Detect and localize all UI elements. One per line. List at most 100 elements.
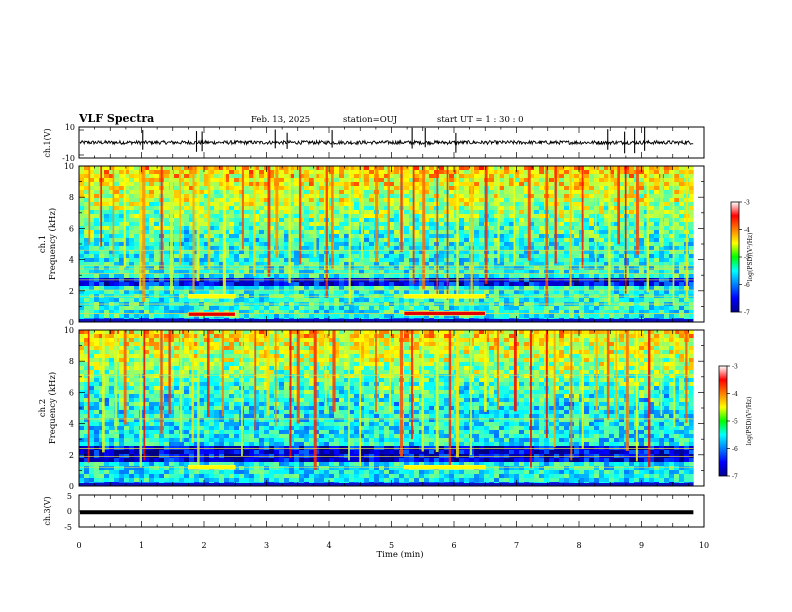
spectrogram-cell xyxy=(269,250,275,255)
spectrogram-cell xyxy=(584,262,590,267)
spectrogram-cell xyxy=(279,254,285,259)
spectrogram-cell xyxy=(474,226,480,231)
spectrogram-cell xyxy=(134,306,140,311)
spectrogram-cell xyxy=(414,254,420,259)
spectrogram-cell xyxy=(654,246,660,251)
spectrogram-cell xyxy=(499,266,505,271)
spectrogram-cell xyxy=(154,230,160,235)
spectrogram-cell xyxy=(389,194,395,199)
spectrogram-cell xyxy=(574,298,580,303)
spectrogram-cell xyxy=(219,298,225,303)
spectrogram-cell xyxy=(384,250,390,255)
spectrogram-cell xyxy=(504,254,510,259)
spectrogram-cell xyxy=(319,226,325,231)
spectrogram-cell xyxy=(214,270,220,275)
spectrogram-cell xyxy=(239,242,245,247)
spectrogram-cell xyxy=(519,298,525,303)
spectrogram-cell xyxy=(464,170,470,175)
spectrogram-cell xyxy=(119,174,125,179)
spectrogram-cell xyxy=(429,306,435,311)
spectrogram-cell xyxy=(129,238,135,243)
spectrogram-cell xyxy=(499,262,505,267)
sferic-streak xyxy=(527,166,531,261)
spectrogram-cell xyxy=(164,270,170,275)
spectrogram-cell xyxy=(439,250,445,255)
spectrogram-cell xyxy=(569,298,575,303)
spectrogram-cell xyxy=(249,258,255,263)
spectrogram-cell xyxy=(619,274,625,279)
spectrogram-cell xyxy=(444,286,450,291)
spectrogram-cell xyxy=(219,254,225,259)
spectrogram-cell xyxy=(524,222,530,227)
spectrogram-cell xyxy=(254,262,260,267)
spectrogram-cell xyxy=(269,222,275,227)
spectrogram-cell xyxy=(299,222,305,227)
spectrogram-cell xyxy=(589,222,595,227)
spectrogram-cell xyxy=(174,310,180,315)
spectrogram-cell xyxy=(289,286,295,291)
spectrogram-cell xyxy=(114,222,120,227)
spectrogram-cell xyxy=(509,170,515,175)
spectrogram-cell xyxy=(94,242,100,247)
spectrogram-cell xyxy=(209,254,215,259)
spectrogram-cell xyxy=(569,210,575,215)
spectrogram-cell xyxy=(214,186,220,191)
spectrogram-cell xyxy=(224,178,230,183)
spectrogram-cell xyxy=(164,166,170,171)
spectrogram-cell xyxy=(114,298,120,303)
spectrogram-cell xyxy=(234,230,240,235)
spectrogram-cell xyxy=(354,194,360,199)
spectrogram-cell xyxy=(679,218,685,223)
spectrogram-cell xyxy=(599,194,605,199)
spectrogram-cell xyxy=(584,226,590,231)
sferic-streak xyxy=(169,166,173,295)
spectrogram-cell xyxy=(524,226,530,231)
spectrogram-cell xyxy=(364,198,370,203)
spectrogram-cell xyxy=(354,274,360,279)
spectrogram-cell xyxy=(294,222,300,227)
spectrogram-cell xyxy=(649,262,655,267)
spectrogram-cell xyxy=(514,282,520,287)
spectrogram-cell xyxy=(294,182,300,187)
spectrogram-cell xyxy=(504,214,510,219)
spectrogram-cell xyxy=(164,222,170,227)
spectrogram-cell xyxy=(484,286,490,291)
spectrogram-cell xyxy=(364,234,370,239)
spectrogram-cell xyxy=(299,230,305,235)
spectrogram-cell xyxy=(639,274,645,279)
spectrogram-cell xyxy=(134,266,140,271)
spectrogram-cell xyxy=(299,282,305,287)
spectrogram-cell xyxy=(649,186,655,191)
spectrogram-cell xyxy=(649,210,655,215)
spectrogram-cell xyxy=(604,246,610,251)
spectrogram-cell xyxy=(489,210,495,215)
spectrogram-cell xyxy=(514,222,520,227)
spectrogram-cell xyxy=(419,254,425,259)
spectrogram-cell xyxy=(604,266,610,271)
spectrogram-cell xyxy=(389,298,395,303)
spectrogram-cell xyxy=(559,202,565,207)
spectrogram-cell xyxy=(94,254,100,259)
spectrogram-cell xyxy=(534,310,540,315)
spectrogram-cell xyxy=(549,166,555,171)
spectrogram-cell xyxy=(489,230,495,235)
spectrogram-cell xyxy=(624,174,630,179)
spectrogram-cell xyxy=(534,202,540,207)
spectrogram-cell xyxy=(199,254,205,259)
spectrogram-cell xyxy=(179,262,185,267)
spectrogram-cell xyxy=(279,230,285,235)
spectrogram-cell xyxy=(564,210,570,215)
spectrogram-cell xyxy=(294,166,300,171)
spectrogram-cell xyxy=(619,226,625,231)
spectrogram-cell xyxy=(374,310,380,315)
spectrogram-cell xyxy=(254,198,260,203)
spectrogram-cell xyxy=(79,234,85,239)
spectrogram-cell xyxy=(599,298,605,303)
spectrogram-cell xyxy=(259,198,265,203)
spectrogram-cell xyxy=(174,282,180,287)
spectrogram-cell xyxy=(669,266,675,271)
spectrogram-cell xyxy=(349,214,355,219)
spectrogram-cell xyxy=(264,298,270,303)
spectrogram-cell xyxy=(514,306,520,311)
spectrogram-cell xyxy=(389,218,395,223)
